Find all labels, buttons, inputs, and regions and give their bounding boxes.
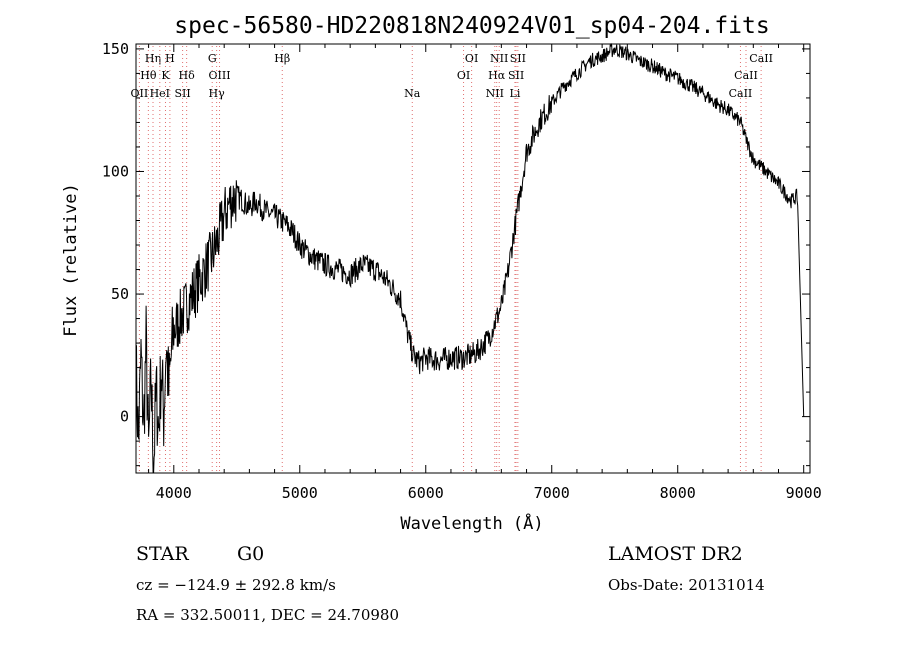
observation-date: Obs-Date: 20131014 [608, 576, 765, 594]
line-marker-label-2: Hθ [140, 69, 157, 82]
line-marker-label-14: OI [457, 69, 470, 82]
line-marker-label-9: OIII [208, 69, 230, 82]
object-class: STAR [136, 543, 189, 565]
chart-title: spec-56580-HD220818N240924V01_sp04-204.f… [174, 13, 769, 39]
line-marker-label-12: Na [404, 87, 421, 100]
line-marker-label-23: CaII [729, 87, 753, 100]
line-marker-label-20: Li [510, 87, 521, 100]
x-tick-label-8000: 8000 [660, 484, 696, 502]
line-marker-label-21: CaII [749, 52, 773, 65]
y-axis-label: Flux (relative) [61, 183, 81, 337]
line-marker-label-19: NII [486, 87, 504, 100]
line-marker-label-0: OII [131, 87, 149, 100]
line-marker-label-13: OI [465, 52, 478, 65]
line-marker-label-4: H [165, 52, 175, 65]
line-marker-label-8: G [208, 52, 217, 65]
line-marker-label-16: SII [510, 52, 526, 65]
x-tick-label-6000: 6000 [408, 484, 444, 502]
y-tick-label-150: 150 [102, 40, 129, 58]
line-marker-label-1: Hη [145, 52, 161, 65]
redshift-velocity: cz = −124.9 ± 292.8 km/s [136, 576, 336, 594]
line-marker-label-5: K [161, 69, 170, 82]
spectrum-flux-line [135, 42, 805, 474]
line-marker-label-10: Hγ [209, 87, 226, 100]
line-marker-label-6: SII [174, 87, 190, 100]
line-marker-label-17: Hα [488, 69, 506, 82]
x-tick-label-5000: 5000 [282, 484, 318, 502]
x-tick-label-9000: 9000 [786, 484, 822, 502]
line-marker-label-7: Hδ [179, 69, 196, 82]
coordinates: RA = 332.50011, DEC = 24.70980 [136, 606, 399, 624]
y-tick-label-0: 0 [120, 408, 129, 426]
x-tick-label-7000: 7000 [534, 484, 570, 502]
x-tick-label-4000: 4000 [156, 484, 192, 502]
axes: 4000 5000 6000 7000 8000 9000 0 50 100 150 [102, 40, 822, 502]
line-marker-label-18: SII [508, 69, 524, 82]
x-axis-label: Wavelength (Å) [400, 512, 543, 534]
y-tick-label-50: 50 [111, 285, 129, 303]
line-marker-label-11: Hβ [274, 52, 290, 65]
line-marker-label-22: CaII [734, 69, 758, 82]
survey-name: LAMOST DR2 [608, 543, 743, 565]
line-marker-label-15: NII [490, 52, 508, 65]
line-marker-label-3: HeI [150, 87, 170, 100]
plot-frame [135, 43, 811, 474]
y-tick-label-100: 100 [102, 162, 129, 180]
object-subclass: G0 [237, 543, 264, 565]
